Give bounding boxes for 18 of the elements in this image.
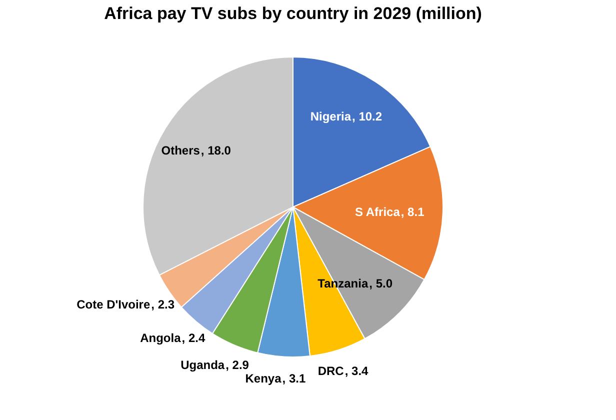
slice-label: Others (161, 144, 200, 158)
slice-label: Cote D'Ivoire (76, 297, 150, 312)
slice-label: S Africa (354, 204, 400, 219)
data-label: , 10.2 (352, 110, 382, 124)
slice-label: Nigeria (310, 110, 352, 124)
data-label: , 2.4 (182, 331, 206, 346)
data-label: , 2.3 (151, 297, 175, 312)
slice-label: Uganda (180, 358, 225, 372)
data-label: , 2.9 (226, 358, 250, 372)
slice-label: Angola (140, 331, 182, 346)
data-label: , 8.1 (400, 204, 425, 219)
slice-label: Kenya (245, 372, 282, 386)
data-label: , 5.0 (369, 276, 393, 291)
chart-title: Africa pay TV subs by country in 2029 (million) (104, 4, 482, 23)
slice-label: DRC (318, 364, 344, 378)
data-label: , 18.0 (200, 144, 232, 158)
data-label: , 3.4 (344, 364, 369, 378)
data-label: , 3.1 (282, 372, 306, 386)
